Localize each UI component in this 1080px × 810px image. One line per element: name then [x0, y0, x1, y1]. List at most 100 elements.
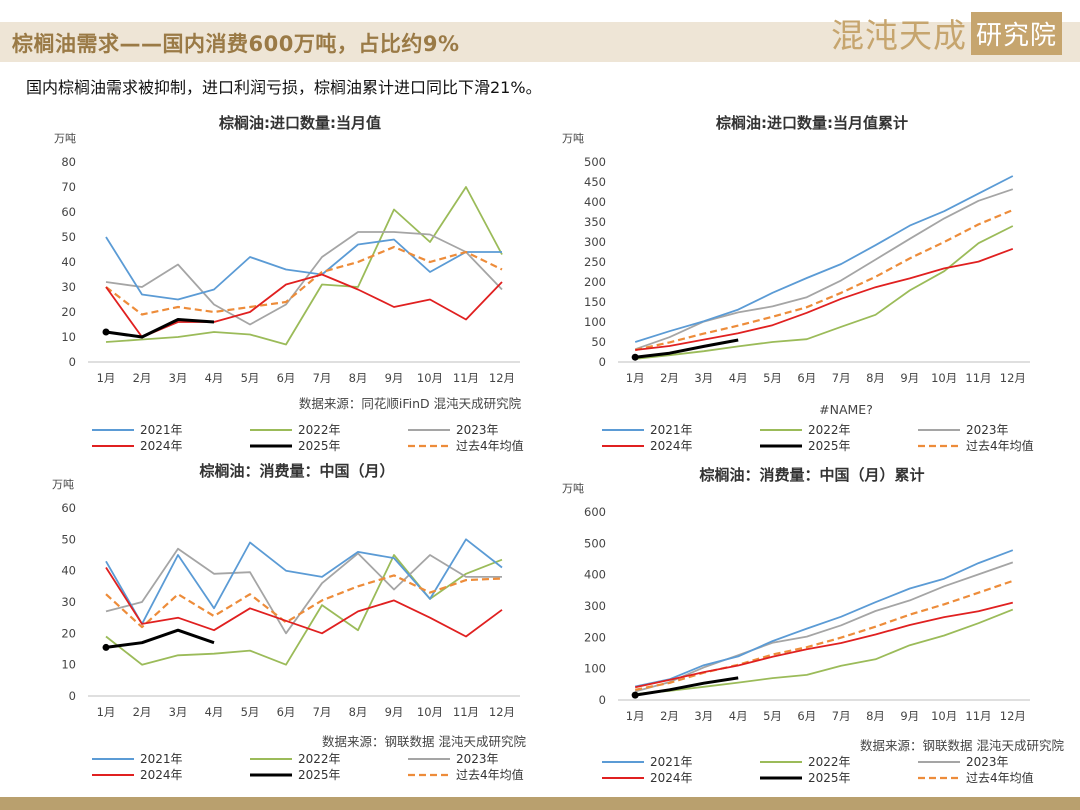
legend-label-2024年: 2024年 [140, 768, 183, 782]
chart-title: 棕榈油：消费量：中国（月）累计 [699, 466, 924, 484]
series-line-2025年 [634, 676, 739, 697]
page-title: 棕榈油需求——国内消费600万吨，占比约9% [12, 32, 460, 56]
x-tick-label: 12月 [1000, 371, 1026, 385]
series-line-过去4年均值 [634, 208, 1014, 352]
x-tick-label: 7月 [832, 709, 851, 723]
x-tick-label: 9月 [900, 371, 919, 385]
chart-title: 棕榈油:进口数量:当月值 [219, 114, 381, 132]
logo-box-text: 研究院 [970, 11, 1062, 55]
y-tick-label: 200 [584, 275, 606, 289]
series-line-2022年 [105, 554, 503, 666]
chart-title: 棕榈油：消费量：中国（月） [199, 462, 394, 480]
x-tick-label: 5月 [241, 705, 260, 719]
x-tick-label: 5月 [763, 371, 782, 385]
x-tick-label: 10月 [931, 371, 957, 385]
x-tick-label: 7月 [832, 371, 851, 385]
logo-text: 混沌天成 [830, 16, 967, 55]
series-line-2021年 [634, 175, 1014, 343]
y-tick-label: 50 [591, 335, 606, 349]
page-subtitle: 国内棕榈油需求被抑制，进口利润亏损，棕榈油累计进口同比下滑21%。 [26, 78, 542, 97]
x-tick-label: 1月 [97, 371, 116, 385]
x-tick-label: 9月 [900, 709, 919, 723]
x-tick-label: 8月 [866, 709, 885, 723]
x-tick-label: 5月 [763, 709, 782, 723]
data-point-2025年 [102, 328, 110, 336]
y-tick-label: 20 [61, 626, 76, 640]
y-unit-label: 万吨 [562, 132, 584, 145]
y-tick-label: 100 [584, 315, 606, 329]
series-line-2021年 [105, 236, 502, 301]
series-line-2021年 [105, 538, 503, 625]
legend-label-2024年: 2024年 [140, 439, 183, 453]
series-line-过去4年均值 [105, 245, 503, 316]
legend-label-2023年: 2023年 [456, 423, 499, 437]
series-line-2022年 [635, 608, 1014, 695]
x-tick-label: 8月 [349, 371, 368, 385]
data-point-2025年 [631, 353, 639, 361]
series-line-2024年 [635, 247, 1014, 351]
y-tick-label: 70 [61, 180, 76, 194]
data-source-note: 数据来源：同花顺iFinD 混沌天成研究院 [299, 396, 522, 411]
series-line-2022年 [105, 186, 503, 346]
legend-label-2025年: 2025年 [808, 439, 851, 453]
brand-logo: 混沌天成 研究院 [831, 10, 1062, 56]
y-tick-label: 300 [584, 599, 606, 613]
legend-label-2023年: 2023年 [456, 752, 499, 766]
series-line-2024年 [105, 567, 503, 638]
legend-label-2021年: 2021年 [140, 752, 183, 766]
legend-label-2024年: 2024年 [650, 439, 693, 453]
legend-label-过去4年均值: 过去4年均值 [966, 438, 1034, 453]
series-line-2023年 [634, 561, 1014, 693]
y-tick-label: 10 [61, 330, 76, 344]
series-line-2022年 [635, 225, 1014, 360]
y-tick-label: 40 [61, 564, 76, 578]
series-line-2024年 [105, 273, 503, 338]
y-tick-label: 250 [584, 255, 606, 269]
legend-label-2025年: 2025年 [298, 439, 341, 453]
legend-label-过去4年均值: 过去4年均值 [456, 438, 524, 453]
x-tick-label: 6月 [797, 709, 816, 723]
header-band [0, 22, 1080, 62]
y-tick-label: 100 [584, 662, 606, 676]
y-unit-label: 万吨 [54, 132, 76, 145]
legend-label-2024年: 2024年 [650, 771, 693, 785]
data-source-note: 数据来源：钢联数据 混沌天成研究院 [860, 738, 1064, 753]
x-tick-label: 10月 [417, 705, 443, 719]
x-tick-label: 6月 [277, 705, 296, 719]
x-tick-label: 4月 [205, 371, 224, 385]
y-tick-label: 80 [61, 155, 76, 169]
x-tick-label: 11月 [965, 371, 991, 385]
x-tick-label: 10月 [417, 371, 443, 385]
header: 棕榈油需求——国内消费600万吨，占比约9% 混沌天成 研究院 [0, 0, 1080, 66]
series-line-2025年 [635, 338, 739, 359]
series-line-2023年 [105, 547, 502, 635]
x-tick-label: 6月 [277, 371, 296, 385]
x-tick-label: 3月 [169, 705, 188, 719]
y-tick-label: 600 [584, 505, 606, 519]
data-point-2025年 [631, 691, 639, 699]
chart-consumption-monthly: 棕榈油：消费量：中国（月） 万吨 0 10 20 30 40 50 60 1月 2月 3月 4月 5月 6月… [0, 458, 560, 794]
footer-bar [0, 797, 1080, 810]
x-tick-label: 10月 [931, 709, 957, 723]
chart-consumption-cumulative: 棕榈油：消费量：中国（月）累计 万吨 0 100 200 300 400 500 600 1月 2月… [540, 458, 1080, 794]
series-line-2025年 [105, 628, 215, 649]
y-tick-label: 400 [584, 568, 606, 582]
x-tick-label: 12月 [489, 371, 515, 385]
chart-title: 棕榈油:进口数量:当月值累计 [716, 114, 908, 132]
data-point-2025年 [102, 643, 110, 651]
x-tick-label: 11月 [453, 705, 479, 719]
x-tick-label: 12月 [1000, 709, 1026, 723]
y-tick-label: 10 [61, 658, 76, 672]
x-tick-label: 2月 [660, 371, 679, 385]
y-tick-label: 30 [61, 595, 76, 609]
x-tick-label: 2月 [660, 709, 679, 723]
x-tick-label: 9月 [385, 371, 404, 385]
y-tick-label: 500 [584, 536, 606, 550]
x-tick-label: 3月 [694, 709, 713, 723]
chart-svg-consumption-monthly: 棕榈油：消费量：中国（月） 万吨 0 10 20 30 40 50 60 1月 2月 3月 4月 5月 6月… [52, 462, 526, 782]
y-unit-label: 万吨 [562, 482, 584, 495]
x-tick-label: 7月 [313, 371, 332, 385]
